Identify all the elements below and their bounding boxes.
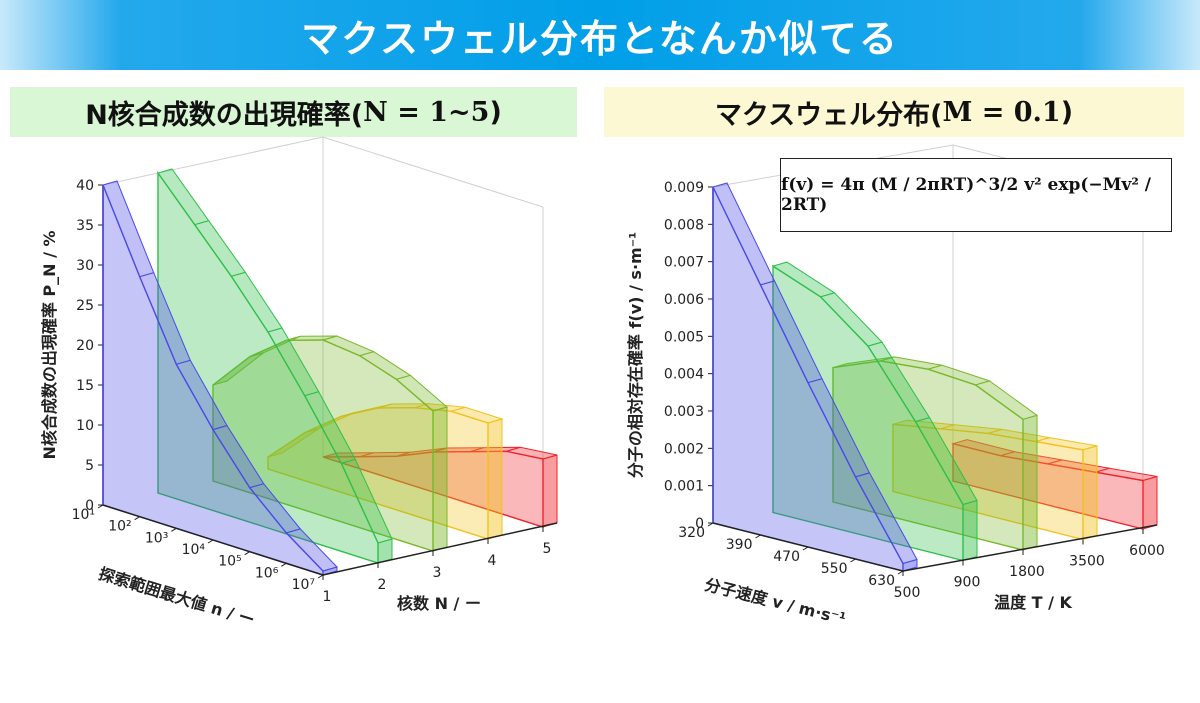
right-chart-series-3500-end-cap — [1082, 445, 1098, 541]
right-chart-y-tick-label: 0.006 — [664, 292, 704, 308]
left-chart-z-tick-label: 4 — [488, 553, 497, 569]
right-chart-x-tick-mark — [897, 570, 904, 575]
right-header-math: M = 0.1 — [942, 96, 1061, 128]
right-chart-y-tick-label: 0.008 — [664, 217, 704, 233]
right-chart-z-tick-label: 900 — [954, 575, 981, 591]
left-chart-x-tick-label: 10⁶ — [255, 565, 279, 581]
left-chart-y-tick-label: 15 — [76, 378, 94, 394]
left-chart-z-tick-label: 1 — [323, 589, 332, 605]
left-chart-x-tick-label: 10¹ — [72, 507, 95, 523]
left-chart-x-tick-mark — [171, 527, 177, 532]
right-chart-y-tick-label: 0.003 — [664, 404, 704, 420]
right-chart-y-tick-label: 0.009 — [664, 180, 704, 196]
right-chart-series-900-end-cap — [962, 499, 978, 562]
right-chart-series-1800-end-cap — [1022, 414, 1038, 551]
left-chart-x-tick-label: 10³ — [145, 530, 168, 546]
right-chart-x-tick-mark — [755, 534, 761, 539]
right-chart-z-axis-line — [902, 524, 1158, 572]
right-chart-x-tick-mark — [850, 558, 856, 563]
left-chart-x-tick-label: 10⁵ — [218, 554, 241, 570]
right-chart-z-tick-label: 500 — [894, 585, 921, 601]
left-chart-y-tick-label: 5 — [85, 458, 94, 474]
left-chart-y-tick-label: 40 — [76, 178, 94, 194]
right-chart-y-tick-label: 0.005 — [664, 329, 704, 345]
left-chart-y-tick-label: 10 — [76, 418, 94, 434]
left-chart-x-tick-mark — [281, 562, 287, 567]
left-chart-y-tick-label: 35 — [76, 218, 94, 234]
right-chart-z-tick-label: 6000 — [1129, 543, 1165, 559]
right-chart-x-tick-label: 550 — [821, 561, 848, 577]
left-header-math: N = 1~5 — [363, 96, 490, 128]
right-chart-z-tick-label: 1800 — [1009, 564, 1045, 580]
right-chart-x-tick-label: 630 — [868, 573, 895, 589]
right-chart-y-tick-label: 0.007 — [664, 255, 704, 271]
right-chart-x-tick-label: 390 — [726, 537, 753, 553]
left-chart-y-tick-label: 30 — [76, 258, 94, 274]
left-chart-y-tick-label: 20 — [76, 338, 94, 354]
right-chart-x-tick-label: 320 — [678, 525, 705, 541]
left-chart-x-tick-mark — [97, 504, 104, 509]
left-chart-x-tick-label: 10² — [108, 519, 131, 535]
right-chart-x-tick-label: 470 — [773, 549, 800, 565]
right-header-prefix: マクスウェル分布( — [714, 99, 943, 131]
left-header-suffix: ) — [489, 96, 502, 128]
right-chart-x-tick-mark — [707, 522, 714, 527]
left-chart-header: N核合成数の出現確率(N = 1~5) — [10, 87, 577, 137]
maxwell-formula: f(v) = 4π (M / 2πRT)^3/2 v² exp(−Mv² / 2… — [781, 175, 1151, 215]
left-header-prefix: N核合成数の出現確率( — [85, 99, 364, 131]
left-chart-x-tick-mark — [244, 551, 250, 556]
right-chart-header: マクスウェル分布(M = 0.1) — [604, 87, 1184, 137]
left-chart-z-axis-label: 核数 N / ー — [397, 594, 481, 613]
right-chart-y-tick-label: 0.004 — [664, 367, 704, 383]
left-chart-x-tick-mark — [134, 516, 140, 521]
right-chart-y-axis-label: 分子の相対存在確率 f(v) / s·m⁻¹ — [626, 232, 645, 478]
left-chart-z-tick-label: 2 — [378, 577, 387, 593]
left-chart-x-tick-mark — [317, 574, 324, 579]
left-chart-x-tick-mark — [207, 539, 214, 544]
maxwell-formula-box: f(v) = 4π (M / 2πRT)^3/2 v² exp(−Mv² / 2… — [780, 158, 1172, 232]
left-chart-x-tick-label: 10⁷ — [292, 577, 315, 593]
left-chart-y-axis-label: N核合成数の出現確率 P_N / % — [40, 230, 59, 459]
right-chart-z-axis-label: 温度 T / K — [993, 593, 1072, 612]
left-chart-z-axis-line — [322, 522, 558, 576]
right-chart-z-tick-label: 3500 — [1069, 554, 1105, 570]
title-banner: マクスウェル分布となんか似てる — [0, 0, 1200, 70]
right-chart-series-6000-end-cap — [1142, 475, 1158, 530]
left-chart-y-tick-label: 0 — [85, 498, 94, 514]
left-chart-z-tick-label: 3 — [433, 565, 442, 581]
left-chart-z-tick-label: 5 — [543, 541, 552, 557]
right-chart-y-tick-label: 0.001 — [664, 479, 704, 495]
right-header-suffix: ) — [1060, 96, 1074, 128]
right-chart-x-tick-mark — [802, 546, 809, 551]
left-chart-y-tick-label: 25 — [76, 298, 94, 314]
right-chart-x-axis-label: 分子速度 v / m·s⁻¹ — [703, 575, 848, 628]
right-chart-y-tick-label: 0 — [695, 516, 704, 532]
right-chart-y-tick-label: 0.002 — [664, 441, 704, 457]
left-chart-x-tick-label: 10⁴ — [182, 542, 206, 558]
banner-title: マクスウェル分布となんか似てる — [301, 16, 899, 61]
